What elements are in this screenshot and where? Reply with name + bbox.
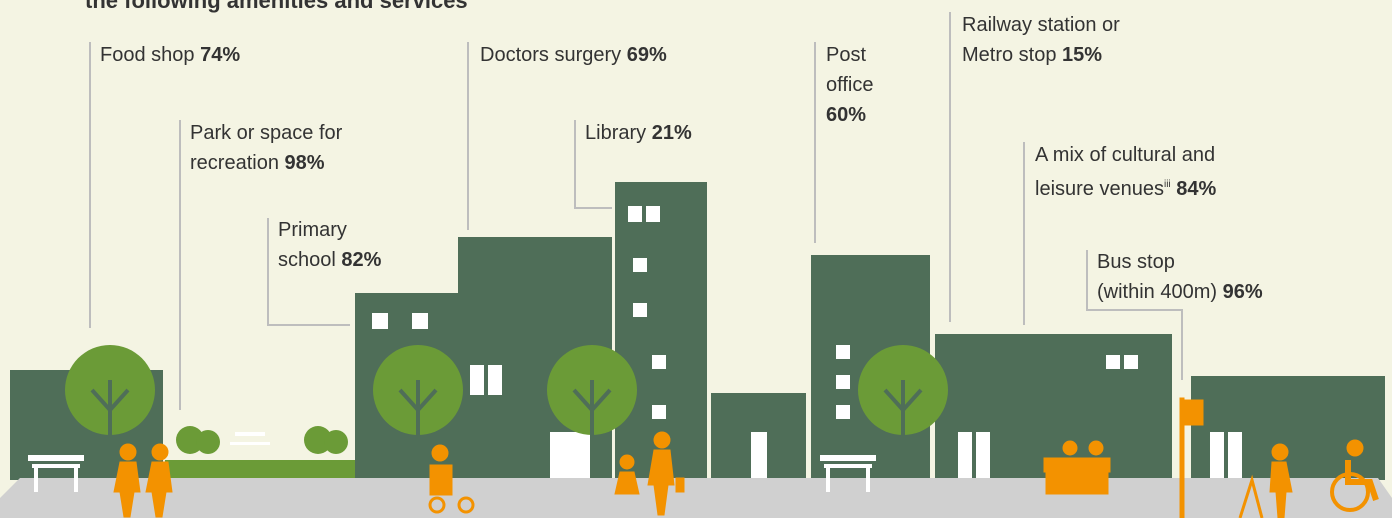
- label-line: Park or space for: [190, 118, 342, 148]
- percentage: 15%: [1062, 44, 1102, 66]
- label-line: Bus stop: [1097, 247, 1263, 277]
- amenity-label: Library 21%: [585, 118, 692, 148]
- label-line: leisure venuesiii 84%: [1035, 170, 1216, 204]
- label-line: (within 400m) 96%: [1097, 277, 1263, 307]
- label-line: Food shop 74%: [100, 40, 240, 70]
- label-text: office: [826, 74, 873, 96]
- label-text: Metro stop: [962, 44, 1056, 66]
- label-text: Primary: [278, 219, 347, 241]
- percentage: 69%: [627, 44, 667, 66]
- amenity-label: Park or space for recreation 98%: [190, 118, 342, 178]
- label-text: Bus stop: [1097, 251, 1175, 273]
- amenity-label: Doctors surgery 69%: [480, 40, 667, 70]
- label-line: Library 21%: [585, 118, 692, 148]
- label-line: school 82%: [278, 245, 381, 275]
- label-text: Post: [826, 44, 866, 66]
- infographic: the following amenities and services Foo…: [0, 0, 1392, 518]
- amenity-label: Post office 60%: [826, 40, 873, 130]
- label-text: Library: [585, 122, 646, 144]
- label-line: Primary: [278, 215, 381, 245]
- percentage: 82%: [341, 249, 381, 271]
- title: the following amenities and services: [85, 0, 468, 14]
- label-line: recreation 98%: [190, 148, 342, 178]
- percentage: 74%: [200, 44, 240, 66]
- label-text: school: [278, 249, 336, 271]
- label-line: Doctors surgery 69%: [480, 40, 667, 70]
- superscript: iii: [1164, 179, 1171, 190]
- label-line: 60%: [826, 100, 873, 130]
- amenity-label: Railway station or Metro stop 15%: [962, 10, 1120, 70]
- amenity-label: A mix of cultural and leisure venuesiii 8…: [1035, 140, 1216, 204]
- label-text: Doctors surgery: [480, 44, 621, 66]
- label-text: A mix of cultural and: [1035, 144, 1215, 166]
- label-line: office: [826, 70, 873, 100]
- amenity-label: Food shop 74%: [100, 40, 240, 70]
- label-text: Park or space for: [190, 122, 342, 144]
- percentage: 60%: [826, 104, 866, 126]
- percentage: 96%: [1223, 281, 1263, 303]
- percentage: 84%: [1176, 178, 1216, 200]
- label-text: Railway station or: [962, 14, 1120, 36]
- park-strip: [165, 460, 355, 480]
- label-text: leisure venues: [1035, 178, 1164, 200]
- label-text: Food shop: [100, 44, 195, 66]
- label-line: A mix of cultural and: [1035, 140, 1216, 170]
- label-text: recreation: [190, 152, 279, 174]
- amenity-label: Primary school 82%: [278, 215, 381, 275]
- label-line: Metro stop 15%: [962, 40, 1120, 70]
- label-line: Post: [826, 40, 873, 70]
- label-text: (within 400m): [1097, 281, 1217, 303]
- percentage: 98%: [285, 152, 325, 174]
- label-line: Railway station or: [962, 10, 1120, 40]
- percentage: 21%: [652, 122, 692, 144]
- amenity-label: Bus stop (within 400m) 96%: [1097, 247, 1263, 307]
